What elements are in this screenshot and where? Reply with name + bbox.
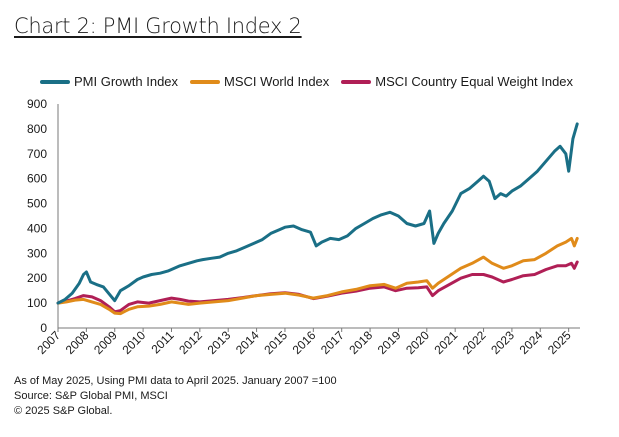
legend-label-pmi: PMI Growth Index — [74, 74, 179, 89]
note-source: Source: S&P Global PMI, MSCI — [14, 390, 168, 402]
y-tick-label: 500 — [27, 197, 47, 211]
y-tick-label: 700 — [27, 147, 47, 161]
x-tick-label: 2018 — [346, 328, 375, 357]
x-tick-label: 2011 — [148, 328, 176, 356]
series-line-pmi-growth-index — [56, 122, 579, 305]
legend-swatch-msci-world — [190, 79, 221, 84]
x-tick-label: 2008 — [63, 328, 92, 357]
x-tick-label: 2013 — [205, 328, 234, 357]
y-tick-label: 800 — [27, 122, 47, 136]
line-chart: 0 100 200 300 400 500 600 700 800 900 2007 2008 2009… — [27, 97, 580, 357]
legend-label-msci-world: MSCI World Index — [224, 74, 330, 89]
x-tick-label: 2020 — [403, 328, 432, 357]
x-tick-label: 2016 — [290, 328, 319, 357]
x-tick-label: 2024 — [517, 328, 546, 357]
legend-label-msci-equal: MSCI Country Equal Weight Index — [375, 74, 574, 89]
note-as-of: As of May 2025, Using PMI data to April … — [14, 375, 337, 387]
y-tick-label: 600 — [27, 172, 47, 186]
legend-swatch-pmi — [40, 79, 70, 84]
series-line-msci-world-index — [56, 236, 579, 316]
x-tick-label: 2010 — [119, 328, 148, 357]
chart-notes: As of May 2025, Using PMI data to April … — [14, 374, 337, 419]
legend-item-msci-equal: MSCI Country Equal Weight Index — [341, 74, 573, 89]
x-tick-label: 2007 — [34, 328, 63, 357]
x-tick-label: 2012 — [176, 328, 205, 357]
y-tick-label: 300 — [27, 246, 47, 260]
x-tick-label: 2021 — [432, 328, 461, 357]
series-line-msci-country-equal-weight-index — [56, 260, 579, 314]
x-tick-label: 2009 — [91, 328, 120, 357]
x-tick-label: 2015 — [261, 328, 290, 357]
y-tick-label: 900 — [27, 97, 47, 111]
legend-swatch-msci-equal — [341, 79, 372, 84]
x-tick-label: 2014 — [233, 328, 262, 357]
note-copyright: © 2025 S&P Global. — [14, 405, 113, 417]
legend-item-msci-world: MSCI World Index — [190, 74, 329, 89]
y-tick-label: 0 — [40, 321, 47, 335]
x-tick-label: 2022 — [460, 328, 489, 357]
chart-legend: PMI Growth Index MSCI World Index MSCI C… — [40, 74, 585, 89]
x-tick-label: 2019 — [375, 328, 404, 357]
y-tick-label: 200 — [27, 271, 47, 285]
y-tick-label: 400 — [27, 221, 47, 235]
y-tick-label: 100 — [27, 296, 47, 310]
chart-title: Chart 2: PMI Growth Index 2 — [14, 14, 302, 38]
x-tick-label: 2023 — [488, 328, 517, 357]
legend-item-pmi: PMI Growth Index — [40, 74, 178, 89]
x-tick-label: 2025 — [545, 328, 574, 357]
x-tick-label: 2017 — [318, 328, 347, 357]
